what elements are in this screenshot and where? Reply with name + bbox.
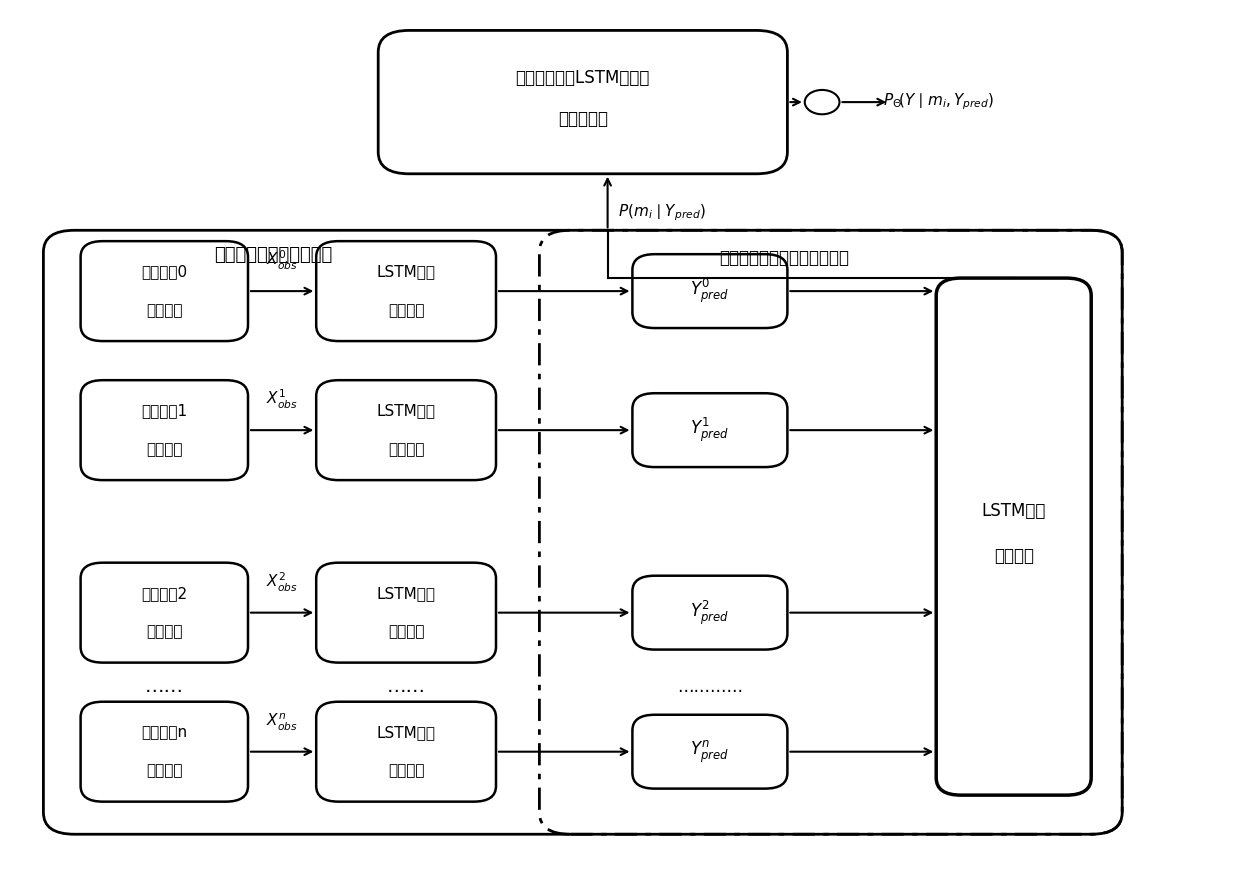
Text: 基于运动信息的轨迹预测: 基于运动信息的轨迹预测 xyxy=(213,246,332,263)
Text: LSTM回归: LSTM回归 xyxy=(377,586,435,601)
Text: 历史轨迹: 历史轨迹 xyxy=(146,302,182,318)
Text: $X^{n}_{obs}$: $X^{n}_{obs}$ xyxy=(267,712,298,733)
Text: 基于车车交互的行为意图预测: 基于车车交互的行为意图预测 xyxy=(719,249,849,267)
Text: 基于多模态的LSTM轨迹预: 基于多模态的LSTM轨迹预 xyxy=(516,69,650,87)
Text: 神经网络: 神经网络 xyxy=(388,441,424,457)
Text: 测神经网络: 测神经网络 xyxy=(558,110,608,129)
FancyBboxPatch shape xyxy=(378,30,787,174)
Text: 神经网络: 神经网络 xyxy=(388,302,424,318)
Text: $Y^{1}_{pred}$: $Y^{1}_{pred}$ xyxy=(691,416,729,444)
FancyBboxPatch shape xyxy=(81,381,248,480)
Text: 周围车辆1: 周围车辆1 xyxy=(141,403,187,419)
FancyBboxPatch shape xyxy=(316,702,496,801)
FancyBboxPatch shape xyxy=(81,702,248,801)
Text: $X^{0}_{obs}$: $X^{0}_{obs}$ xyxy=(267,249,298,272)
FancyBboxPatch shape xyxy=(316,241,496,341)
FancyBboxPatch shape xyxy=(632,575,787,650)
Text: 历史轨迹: 历史轨迹 xyxy=(146,441,182,457)
Text: 周围车辆2: 周围车辆2 xyxy=(141,586,187,601)
Text: 周围车辆n: 周围车辆n xyxy=(141,725,187,740)
Text: ……: …… xyxy=(145,677,184,696)
Text: $Y^{0}_{pred}$: $Y^{0}_{pred}$ xyxy=(691,277,729,305)
FancyBboxPatch shape xyxy=(316,381,496,480)
FancyBboxPatch shape xyxy=(316,563,496,662)
Text: LSTM回归: LSTM回归 xyxy=(377,725,435,740)
FancyBboxPatch shape xyxy=(43,230,1122,834)
Text: 神经网络: 神经网络 xyxy=(388,763,424,779)
Text: 历史轨迹: 历史轨迹 xyxy=(146,624,182,640)
FancyBboxPatch shape xyxy=(632,393,787,468)
Text: LSTM回归: LSTM回归 xyxy=(377,264,435,280)
Text: …………: ………… xyxy=(677,678,743,695)
Text: $X^{1}_{obs}$: $X^{1}_{obs}$ xyxy=(267,388,298,411)
Text: 目标车辆0: 目标车辆0 xyxy=(141,264,187,280)
Text: 神经网络: 神经网络 xyxy=(993,547,1034,565)
Text: ……: …… xyxy=(387,677,425,696)
Text: 神经网络: 神经网络 xyxy=(388,624,424,640)
FancyBboxPatch shape xyxy=(81,241,248,341)
Text: $P_{\Theta}\!\left(Y\mid m_i,Y_{pred}\right)$: $P_{\Theta}\!\left(Y\mid m_i,Y_{pred}\ri… xyxy=(883,92,994,112)
Text: $Y^{n}_{pred}$: $Y^{n}_{pred}$ xyxy=(691,739,729,765)
Text: $P\left(m_i\mid Y_{pred}\right)$: $P\left(m_i\mid Y_{pred}\right)$ xyxy=(618,202,706,223)
FancyBboxPatch shape xyxy=(632,254,787,328)
Text: LSTM回归: LSTM回归 xyxy=(377,403,435,419)
Text: 历史轨迹: 历史轨迹 xyxy=(146,763,182,779)
FancyBboxPatch shape xyxy=(81,563,248,662)
Text: LSTM分类: LSTM分类 xyxy=(982,501,1045,520)
FancyBboxPatch shape xyxy=(936,278,1091,795)
Text: $X^{2}_{obs}$: $X^{2}_{obs}$ xyxy=(267,570,298,594)
FancyBboxPatch shape xyxy=(632,714,787,789)
Text: $Y^{2}_{pred}$: $Y^{2}_{pred}$ xyxy=(691,599,729,627)
